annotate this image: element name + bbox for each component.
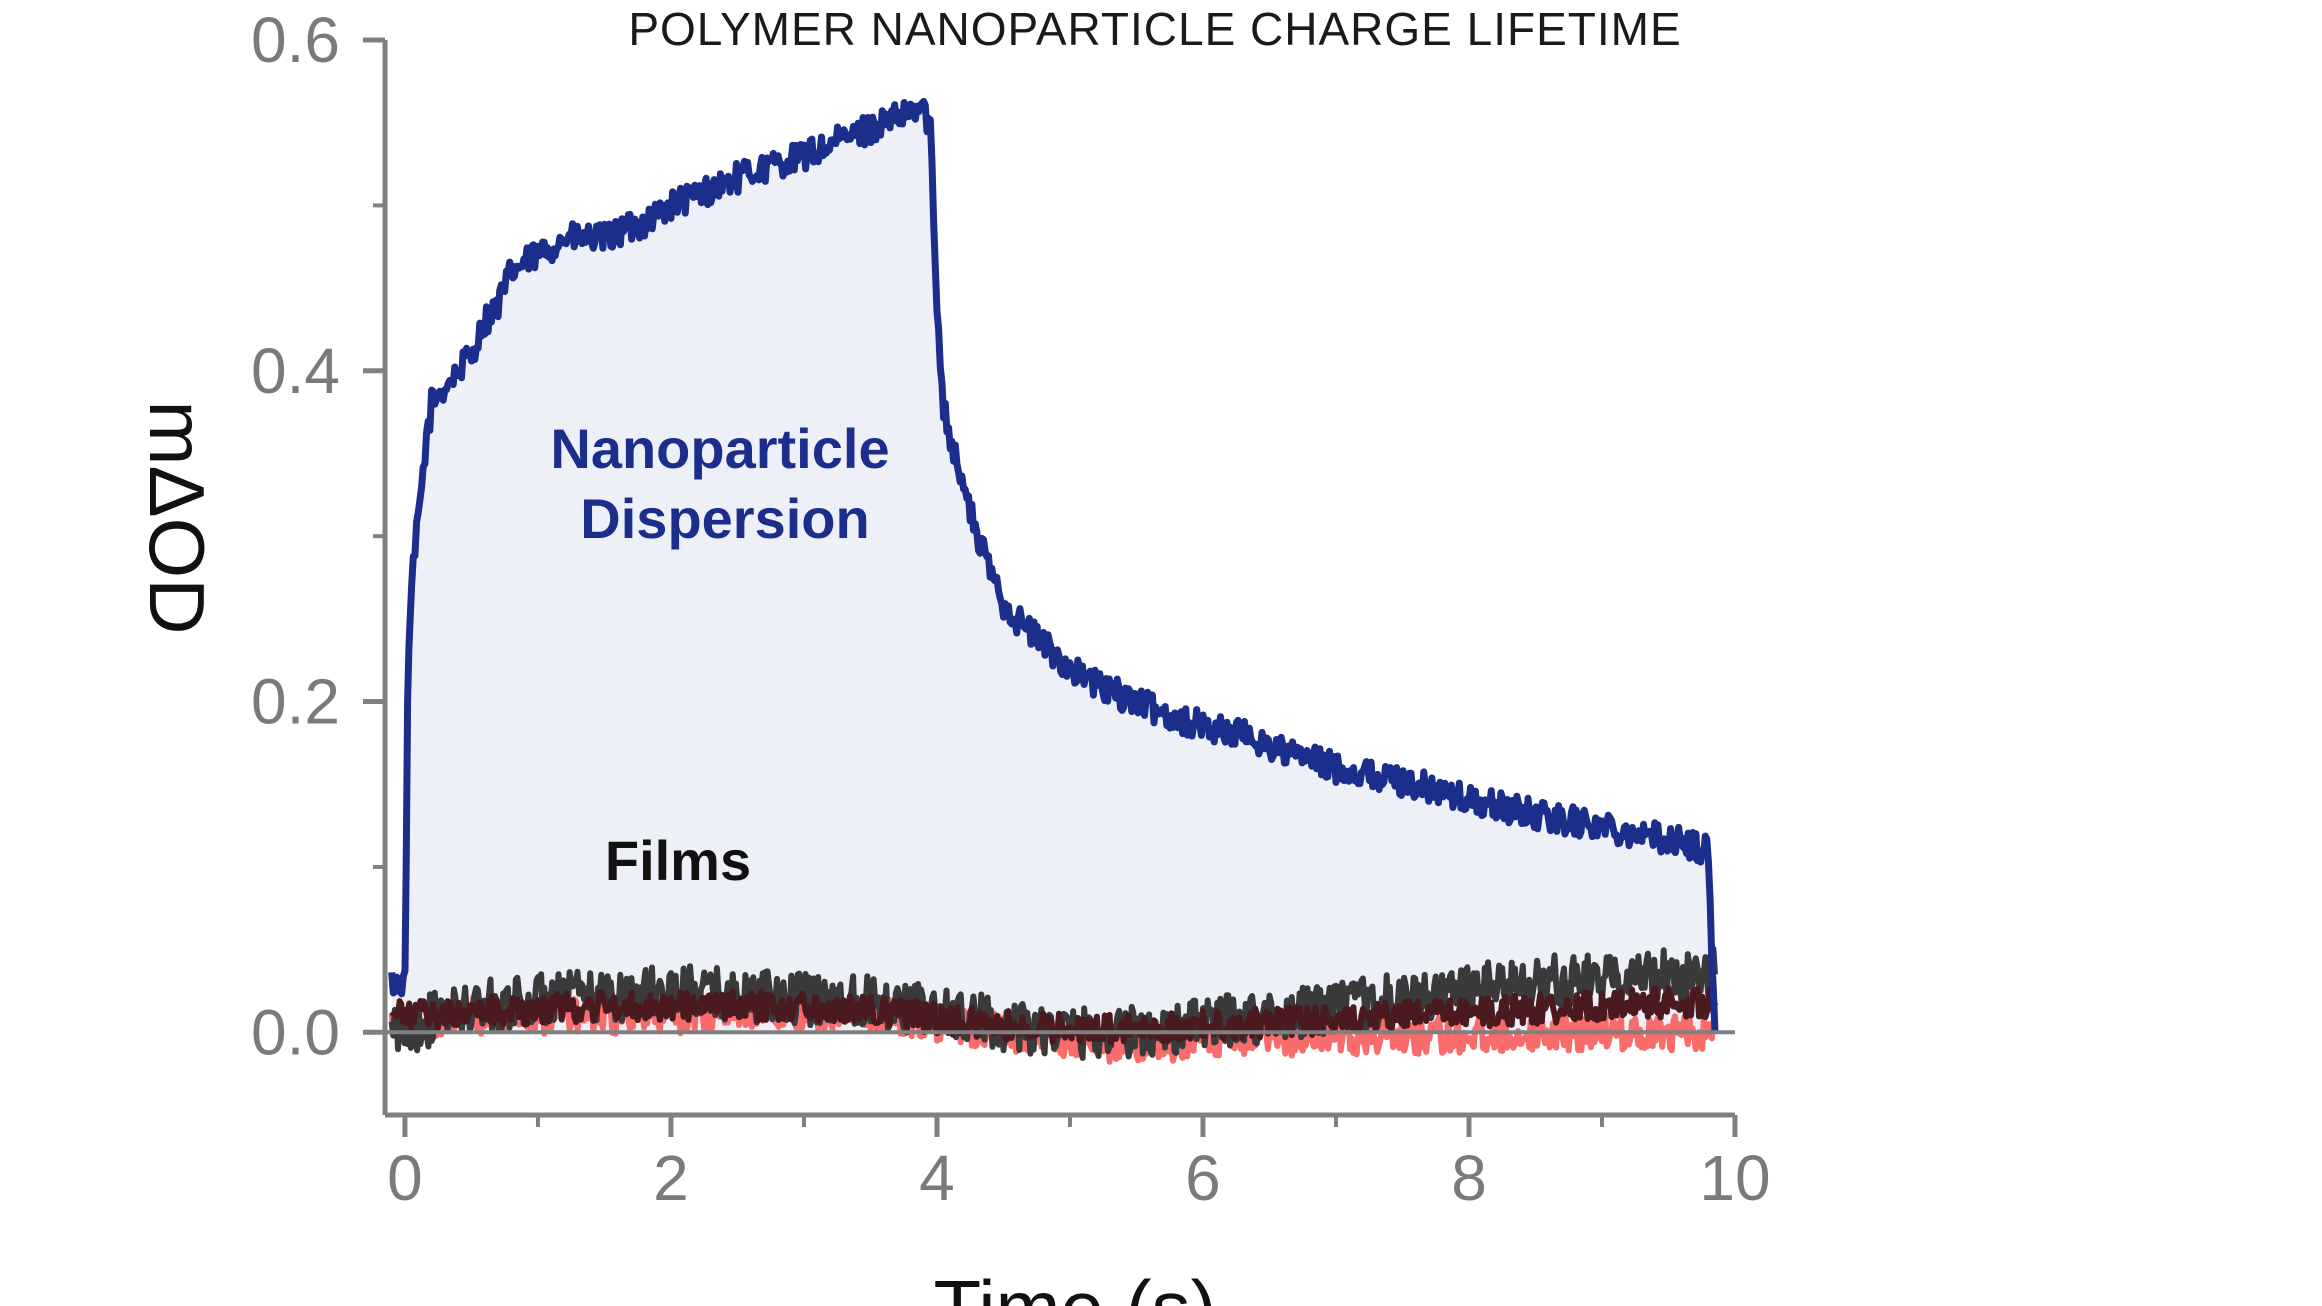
x-tick-label: 8 [1451,1142,1487,1214]
y-tick-label: 0.6 [251,4,340,76]
y-tick-label: 0.0 [251,996,340,1068]
film-trace-dark [389,985,1718,1046]
annotation-films: Films [605,829,751,892]
x-tick-label: 10 [1699,1142,1770,1214]
y-axis-ticks: 0.0 0.2 0.4 0.6 [251,4,385,1068]
annotation-nanoparticle: Nanoparticle [550,417,889,480]
x-tick-label: 0 [387,1142,423,1214]
y-tick-label: 0.4 [251,335,340,407]
dispersion-trace [388,97,1719,1033]
y-axis-label: mΔOD [133,400,221,634]
x-tick-label: 6 [1185,1142,1221,1214]
annotation-dispersion: Dispersion [580,487,869,550]
x-tick-label: 4 [919,1142,955,1214]
x-axis-ticks: 0 2 4 6 8 10 [387,1115,1771,1214]
x-axis-label: Time (s) [933,1264,1216,1306]
chart-title: POLYMER NANOPARTICLE CHARGE LIFETIME [628,3,1681,55]
x-tick-label: 2 [653,1142,689,1214]
series-layer [388,97,1719,1065]
plot-area [388,97,1719,1065]
y-tick-label: 0.2 [251,666,340,738]
dispersion-fill-area [391,106,1716,1033]
